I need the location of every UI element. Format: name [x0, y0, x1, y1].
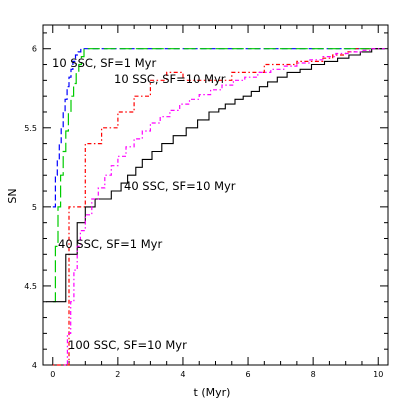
series-line-4 — [64, 48, 385, 366]
y-tick-label: 4.5 — [24, 282, 37, 291]
annotation-40ssc-sf10: 40 SSC, SF=10 Myr — [124, 179, 236, 193]
annotation-10ssc-sf1: 10 SSC, SF=1 Myr — [52, 56, 156, 70]
annotation-40ssc-sf1: 40 SSC, SF=1 Myr — [58, 237, 162, 251]
y-tick-label: 4 — [32, 361, 37, 370]
series-line-0 — [52, 48, 385, 208]
series-line-1 — [52, 48, 379, 366]
series-layer — [46, 48, 385, 366]
y-tick-label: 5 — [32, 203, 37, 212]
y-axis-label: SN — [6, 188, 19, 203]
y-tick-label: 6 — [32, 45, 37, 54]
x-tick-label: 0 — [50, 370, 55, 379]
x-tick-label: 8 — [311, 370, 316, 379]
x-tick-label: 10 — [373, 370, 383, 379]
x-tick-label: 6 — [246, 370, 251, 379]
series-line-2 — [52, 48, 385, 303]
annotation-10ssc-sf10: 10 SSC, SF=10 Myr — [114, 72, 226, 86]
y-tick-label: 5.5 — [24, 124, 37, 133]
x-axis-label: t (Myr) — [194, 386, 231, 399]
annotation-100ssc-sf10: 100 SSC, SF=10 Myr — [68, 338, 187, 352]
axis-ticks: 0 2 4 6 8 10 4 4.5 5 5.5 6 — [24, 25, 388, 379]
x-tick-label: 4 — [180, 370, 185, 379]
x-tick-label: 2 — [115, 370, 120, 379]
series-line-3 — [46, 48, 385, 303]
